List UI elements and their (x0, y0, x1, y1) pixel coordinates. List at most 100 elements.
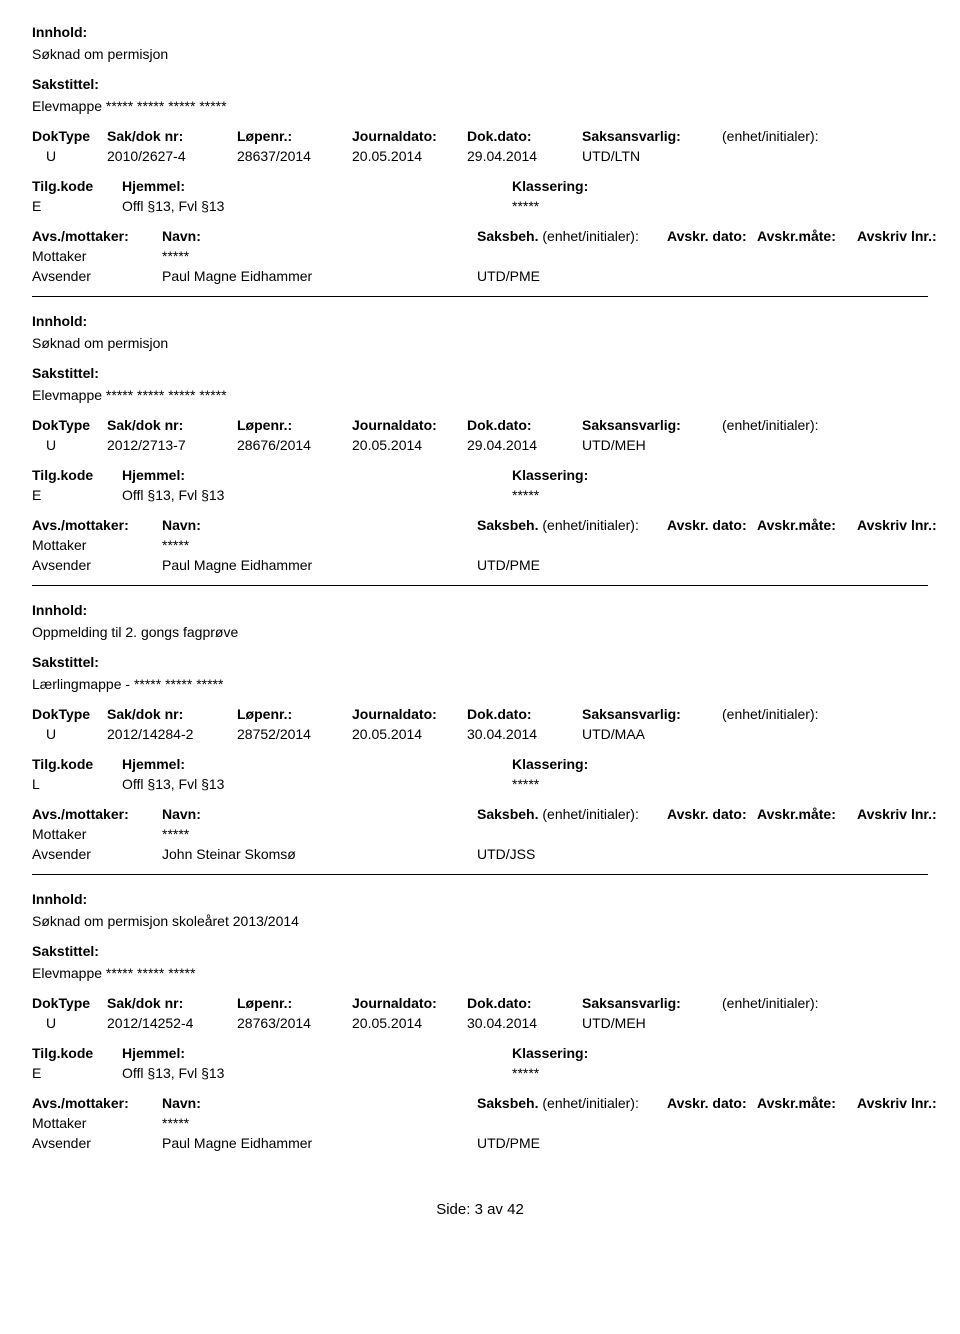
dokdato-label: Dok.dato: (467, 128, 582, 144)
avsender-label: Avsender (32, 1135, 162, 1151)
avs-header-row: Avs./mottaker:Navn:Saksbeh. (enhet/initi… (32, 517, 928, 533)
saksbeh-label: Saksbeh. (enhet/initialer): (477, 806, 667, 822)
avsmottaker-label: Avs./mottaker: (32, 1095, 162, 1111)
mottaker-row: Mottaker***** (32, 248, 928, 264)
lopenr-label: Løpenr.: (237, 128, 352, 144)
innhold-value: Søknad om permisjon (32, 46, 928, 62)
mottaker-row: Mottaker***** (32, 826, 928, 842)
saksansvarlig-value: UTD/MEH (582, 437, 722, 453)
records-container: Innhold: Søknad om permisjon Sakstittel: El… (32, 24, 928, 1151)
innhold-label: Innhold: (32, 891, 928, 907)
doktype-value: U (32, 148, 107, 164)
tilg-header-row: Tilg.kodeHjemmel:Klassering: (32, 1045, 928, 1061)
sakstittel-value: Elevmappe ***** ***** ***** ***** (32, 98, 928, 114)
tilg-value-row: EOffl §13, Fvl §13***** (32, 198, 928, 214)
mottaker-row: Mottaker***** (32, 1115, 928, 1131)
main-value-row: U2012/14284-228752/201420.05.201430.04.2… (32, 726, 928, 742)
avsender-enhet: UTD/PME (477, 268, 857, 284)
avskr-dato-label: Avskr. dato: (667, 517, 757, 533)
avsender-enhet: UTD/JSS (477, 846, 857, 862)
sakdoknr-value: 2012/14252-4 (107, 1015, 237, 1031)
hjemmel-value: Offl §13, Fvl §13 (122, 776, 512, 792)
avsmottaker-label: Avs./mottaker: (32, 517, 162, 533)
saksbeh-label: Saksbeh. (enhet/initialer): (477, 1095, 667, 1111)
mottaker-label: Mottaker (32, 826, 162, 842)
tilgkode-value: E (32, 1065, 122, 1081)
avsender-enhet: UTD/PME (477, 1135, 857, 1151)
main-value-row: U2012/14252-428763/201420.05.201430.04.2… (32, 1015, 928, 1031)
hjemmel-label: Hjemmel: (122, 756, 512, 772)
mottaker-navn: ***** (162, 537, 512, 553)
avskriv-lnr-label: Avskriv lnr.: (857, 228, 937, 244)
avs-header-row: Avs./mottaker:Navn:Saksbeh. (enhet/initi… (32, 228, 928, 244)
tilgkode-label: Tilg.kode (32, 178, 122, 194)
avsender-row: AvsenderPaul Magne EidhammerUTD/PME (32, 1135, 928, 1151)
saksbeh-label: Saksbeh. (enhet/initialer): (477, 228, 667, 244)
avsmottaker-label: Avs./mottaker: (32, 228, 162, 244)
klassering-label: Klassering: (512, 756, 892, 772)
journaldato-value: 20.05.2014 (352, 1015, 467, 1031)
mottaker-label: Mottaker (32, 537, 162, 553)
innhold-label: Innhold: (32, 313, 928, 329)
tilg-header-row: Tilg.kodeHjemmel:Klassering: (32, 756, 928, 772)
hjemmel-value: Offl §13, Fvl §13 (122, 198, 512, 214)
sakstittel-value: Elevmappe ***** ***** ***** (32, 965, 928, 981)
avsender-label: Avsender (32, 268, 162, 284)
mottaker-enhet (512, 1115, 892, 1131)
sakstittel-value: Elevmappe ***** ***** ***** ***** (32, 387, 928, 403)
klassering-value: ***** (512, 1065, 892, 1081)
avskriv-lnr-label: Avskriv lnr.: (857, 806, 937, 822)
klassering-label: Klassering: (512, 1045, 892, 1061)
innhold-value: Oppmelding til 2. gongs fagprøve (32, 624, 928, 640)
enhet-initialer-label: (enhet/initialer): (722, 706, 882, 722)
hjemmel-value: Offl §13, Fvl §13 (122, 1065, 512, 1081)
tilgkode-label: Tilg.kode (32, 1045, 122, 1061)
enhet-initialer-label: (enhet/initialer): (722, 128, 882, 144)
journaldato-label: Journaldato: (352, 995, 467, 1011)
avskr-mate-label: Avskr.måte: (757, 1095, 857, 1111)
hjemmel-label: Hjemmel: (122, 1045, 512, 1061)
record-divider (32, 874, 928, 875)
sakstittel-value: Lærlingmappe - ***** ***** ***** (32, 676, 928, 692)
enhet-initialer-value (722, 437, 882, 453)
lopenr-value: 28763/2014 (237, 1015, 352, 1031)
sakdoknr-label: Sak/dok nr: (107, 706, 237, 722)
navn-label: Navn: (162, 517, 477, 533)
tilg-value-row: LOffl §13, Fvl §13***** (32, 776, 928, 792)
journaldato-label: Journaldato: (352, 417, 467, 433)
saksansvarlig-value: UTD/MAA (582, 726, 722, 742)
tilgkode-value: E (32, 487, 122, 503)
journaldato-value: 20.05.2014 (352, 148, 467, 164)
lopenr-value: 28637/2014 (237, 148, 352, 164)
sakstittel-label: Sakstittel: (32, 365, 928, 381)
avsender-enhet: UTD/PME (477, 557, 857, 573)
klassering-value: ***** (512, 776, 892, 792)
record-divider (32, 585, 928, 586)
tilgkode-value: L (32, 776, 122, 792)
tilg-value-row: EOffl §13, Fvl §13***** (32, 487, 928, 503)
hjemmel-label: Hjemmel: (122, 467, 512, 483)
mottaker-navn: ***** (162, 248, 512, 264)
saksansvarlig-label: Saksansvarlig: (582, 128, 722, 144)
klassering-value: ***** (512, 487, 892, 503)
klassering-label: Klassering: (512, 178, 892, 194)
avs-header-row: Avs./mottaker:Navn:Saksbeh. (enhet/initi… (32, 1095, 928, 1111)
lopenr-value: 28676/2014 (237, 437, 352, 453)
enhet-initialer-label: (enhet/initialer): (722, 417, 882, 433)
mottaker-row: Mottaker***** (32, 537, 928, 553)
page-number: Side: 3 av 42 (436, 1201, 524, 1218)
main-header-row: DokTypeSak/dok nr:Løpenr.:Journaldato:Do… (32, 128, 928, 144)
avsender-label: Avsender (32, 846, 162, 862)
tilgkode-value: E (32, 198, 122, 214)
sakstittel-label: Sakstittel: (32, 943, 928, 959)
lopenr-value: 28752/2014 (237, 726, 352, 742)
mottaker-enhet (512, 248, 892, 264)
sakdoknr-value: 2010/2627-4 (107, 148, 237, 164)
avskr-dato-label: Avskr. dato: (667, 228, 757, 244)
innhold-value: Søknad om permisjon skoleåret 2013/2014 (32, 913, 928, 929)
innhold-value: Søknad om permisjon (32, 335, 928, 351)
main-value-row: U2012/2713-728676/201420.05.201429.04.20… (32, 437, 928, 453)
dokdato-label: Dok.dato: (467, 995, 582, 1011)
tilg-header-row: Tilg.kodeHjemmel:Klassering: (32, 467, 928, 483)
page-footer: Side: 3 av 42 (32, 1201, 928, 1218)
